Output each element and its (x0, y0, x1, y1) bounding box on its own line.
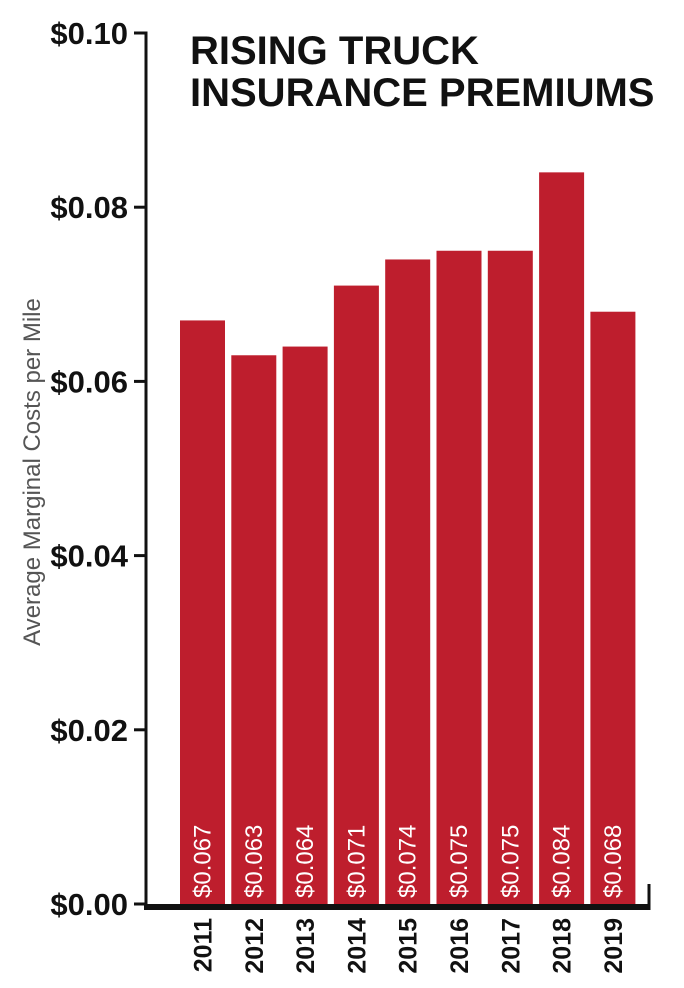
x-tick-label-2012: 2012 (241, 918, 269, 974)
data-label-2015: $0.074 (395, 825, 422, 898)
bar-2019 (590, 311, 636, 905)
y-tick-label: $0.04 (50, 539, 128, 574)
y-tick-label: $0.00 (50, 887, 128, 922)
bar-2016 (436, 250, 482, 904)
x-axis-ticks: 2011 2012 2013 2014 2015 2016 2017 2018 2019 (190, 918, 628, 974)
y-axis-label: Average Marginal Costs per Mile (19, 298, 46, 646)
bar-2014 (333, 285, 379, 905)
bar-2018 (539, 172, 585, 905)
axes (144, 31, 651, 910)
x-tick-label-2018: 2018 (549, 918, 577, 974)
data-label-2011: $0.067 (190, 825, 217, 898)
x-tick-label-2013: 2013 (292, 918, 320, 974)
x-tick-label-2019: 2019 (600, 918, 628, 974)
data-label-2012: $0.063 (241, 825, 268, 898)
chart-title-line-1: RISING TRUCK (190, 29, 479, 73)
x-tick-label-2014: 2014 (343, 918, 371, 974)
x-tick-label-2016: 2016 (446, 918, 474, 974)
y-tick-label: $0.10 (50, 16, 128, 51)
x-tick-label-2011: 2011 (190, 918, 218, 972)
bar-2015 (385, 259, 431, 905)
chart-title-line-2: INSURANCE PREMIUMS (190, 71, 654, 115)
y-tick-label: $0.02 (50, 713, 128, 748)
bar-2017 (487, 250, 533, 904)
bar-2012 (231, 355, 277, 904)
bars-group: $0.067 $0.063 $0.064 $0.071 $0.074 $0.075 $0.0… (180, 172, 636, 905)
data-label-2016: $0.075 (446, 825, 473, 898)
data-label-2017: $0.075 (497, 825, 524, 898)
data-label-2013: $0.064 (292, 825, 319, 898)
bar-2011 (180, 320, 225, 904)
y-tick-label: $0.08 (50, 190, 128, 225)
bar-2013 (282, 346, 328, 904)
x-tick-label-2017: 2017 (497, 918, 525, 974)
y-axis-ticks: $0.00 $0.02 $0.04 $0.06 $0.08 $0.10 (50, 16, 146, 922)
x-tick-label-2015: 2015 (395, 918, 423, 974)
data-label-2018: $0.084 (549, 825, 576, 898)
data-label-2014: $0.071 (343, 825, 370, 898)
data-label-2019: $0.068 (600, 825, 627, 898)
y-tick-label: $0.06 (50, 364, 128, 399)
